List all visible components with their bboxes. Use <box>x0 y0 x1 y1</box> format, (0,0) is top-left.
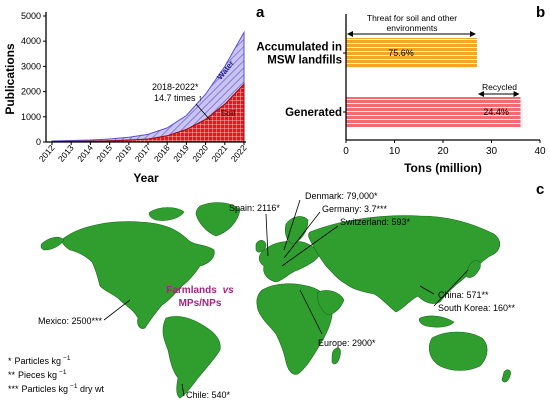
legend-item-pieces: ** Pieces kg −1 <box>8 369 67 380</box>
leader-mexico <box>103 299 131 321</box>
y-tick-label: 2000 <box>21 87 41 97</box>
leader-switzerland <box>281 225 339 267</box>
category-label: Generated <box>285 107 342 119</box>
label-switzerland: Switzerland: 593* <box>340 217 411 227</box>
leader-germany <box>283 211 321 259</box>
x-tick-label: 40 <box>534 146 546 157</box>
x-tick-label: 2015 <box>94 143 114 164</box>
panel-c-world-map: c <box>8 181 544 400</box>
panel-a-letter: a <box>256 4 265 21</box>
growth-annotation-range: 2018-2022* <box>152 82 199 92</box>
alaska-landmass <box>40 236 65 251</box>
greenland-landmass <box>195 202 241 237</box>
x-tick-label: 2016 <box>114 143 134 164</box>
x-tick-label: 2014 <box>75 143 95 164</box>
annotation-pointer <box>195 103 211 121</box>
label-south-korea: South Korea: 160** <box>438 303 516 313</box>
map-title-vs: vs <box>223 285 235 296</box>
legend-item-dry-wt: *** Particles kg −1 dry wt <box>8 383 104 394</box>
leader-europe <box>299 289 323 335</box>
label-europe: Europe: 2900* <box>318 338 376 348</box>
bar-generated <box>346 97 521 127</box>
legend-item-particles: * Particles kg −1 <box>8 355 71 366</box>
japan-landmass <box>465 260 481 278</box>
north-america-landmass <box>62 221 215 329</box>
leader-denmark <box>283 199 301 251</box>
bar-value-label: 24.4% <box>483 107 509 117</box>
madagascar-landmass <box>331 347 341 365</box>
southeast-asia-islands <box>418 315 455 328</box>
x-tick-label: 2021 <box>210 143 230 164</box>
label-spain: Spain: 2116* <box>229 203 280 213</box>
x-tick-label: 2019 <box>171 143 191 164</box>
leader-south-korea <box>433 269 469 307</box>
map-title-mps-nps: MPs/NPs <box>179 298 222 309</box>
y-tick-label: 5000 <box>21 11 41 21</box>
british-isles-landmass <box>255 240 267 253</box>
recycled-annotation: Recycled <box>482 82 517 92</box>
arabia-landmass <box>317 290 345 315</box>
scandinavia-landmass <box>284 216 309 245</box>
bar-accumulated <box>346 38 477 68</box>
location-leader-lines <box>103 199 469 397</box>
label-china: China: 571** <box>438 290 489 300</box>
x-tick-label: 10 <box>389 146 401 157</box>
x-tick-label: 20 <box>437 146 449 157</box>
x-tick-label: 30 <box>486 146 498 157</box>
x-tick-label: 2018 <box>152 143 172 164</box>
label-denmark: Denmark: 79,000* <box>305 191 378 201</box>
label-chile: Chile: 540* <box>186 390 231 400</box>
arctic-islands <box>148 207 185 221</box>
y-tick-label: 0 <box>36 137 41 147</box>
europe-landmass <box>258 241 321 283</box>
y-axis-title: Publications <box>3 43 17 115</box>
world-landmasses <box>40 202 511 399</box>
category-label: Accumulated in <box>256 42 342 54</box>
y-tick-label: 4000 <box>21 36 41 46</box>
panel-c-letter: c <box>536 181 544 198</box>
growth-annotation-factor: 14.7 times ↑ <box>154 93 203 103</box>
threat-annotation-line2: environments <box>386 23 437 33</box>
location-labels: Spain: 2116* Denmark: 79,000* Germany: 3… <box>38 191 516 400</box>
australia-landmass <box>428 331 488 371</box>
x-tick-label: 2020 <box>190 143 210 164</box>
y-tick-label: 3000 <box>21 61 41 71</box>
south-america-landmass <box>162 316 221 399</box>
x-tick-label: 0 <box>343 146 349 157</box>
map-title: Farmlands vs <box>166 285 234 296</box>
category-label: MSW landfills <box>267 55 342 67</box>
water-series-area <box>51 30 245 143</box>
x-tick-label: 2013 <box>56 143 76 164</box>
panel-b-letter: b <box>536 4 545 21</box>
units-legend: * Particles kg −1 ** Pieces kg −1 *** Particl… <box>8 355 104 394</box>
label-mexico: Mexico: 2500*** <box>38 316 103 326</box>
threat-annotation-line1: Threat for soil and other <box>367 13 457 23</box>
soil-series-label: Soil <box>221 109 236 118</box>
bar-value-label: 75.6% <box>388 48 414 58</box>
label-germany: Germany: 3.7*** <box>322 204 388 214</box>
x-tick-label: 2022 <box>229 143 249 164</box>
y-tick-label: 1000 <box>21 112 41 122</box>
x-axis-title-tons: Tons (million) <box>404 161 482 175</box>
map-title-farmlands: Farmlands <box>166 285 217 296</box>
leader-spain <box>265 213 269 257</box>
new-zealand-landmass <box>501 369 511 383</box>
leader-china <box>419 285 435 295</box>
x-axis-title: Year <box>133 171 159 185</box>
x-tick-label: 2017 <box>133 143 153 164</box>
asia-landmass <box>308 215 501 313</box>
leader-chile <box>181 383 185 397</box>
panel-b-msw-chart: b Threat for soil and other environments… <box>256 4 546 175</box>
